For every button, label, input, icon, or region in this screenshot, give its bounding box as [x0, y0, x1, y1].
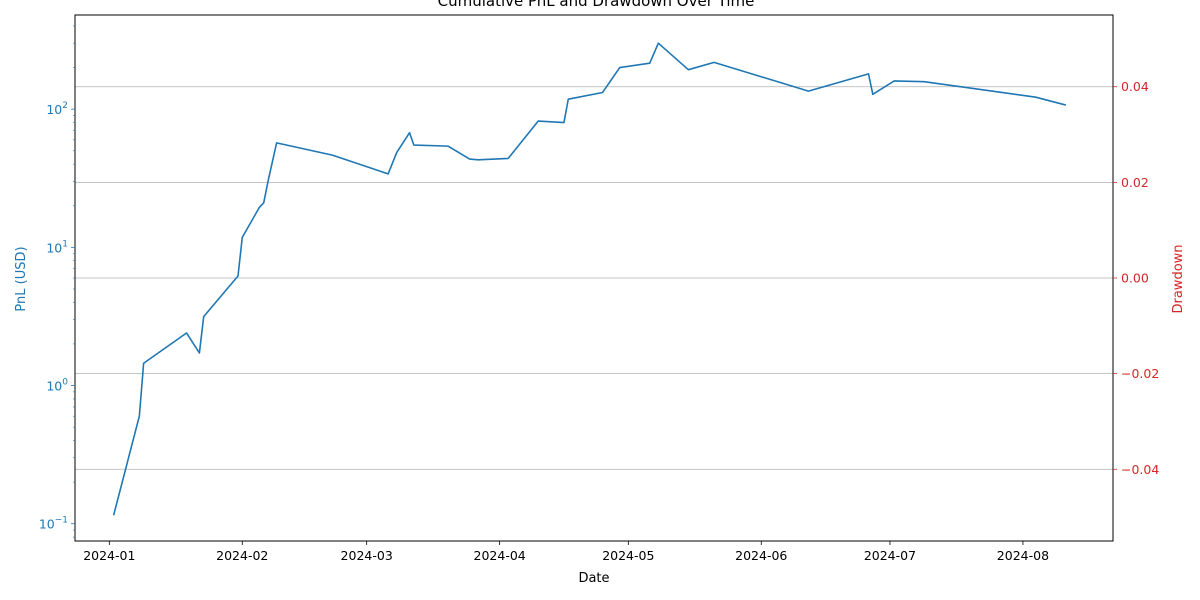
x-tick-label: 2024-06: [735, 548, 787, 563]
left-tick-label: 101: [46, 239, 68, 255]
left-tick-label: 10−1: [39, 516, 68, 532]
x-tick-label: 2024-08: [997, 548, 1049, 563]
right-tick-label: −0.04: [1121, 462, 1159, 477]
chart-title: Cumulative PnL and Drawdown Over Time: [438, 0, 755, 10]
left-axis-ticks: 10−1 100 101 102: [39, 25, 75, 538]
series-layer: [112, 42, 1067, 516]
left-tick-label: 100: [46, 378, 68, 394]
left-axis-label: PnL (USD): [14, 246, 29, 311]
x-tick-label: 2024-04: [474, 548, 526, 563]
x-tick-label: 2024-02: [216, 548, 268, 563]
x-axis-label: Date: [578, 571, 609, 586]
x-tick-label: 2024-01: [83, 548, 135, 563]
right-tick-label: 0.02: [1121, 175, 1149, 190]
grid-layer: [75, 86, 1113, 470]
right-tick-label: −0.02: [1121, 366, 1159, 381]
right-axis-label: Drawdown: [1171, 244, 1186, 313]
pnl-series-line: [112, 42, 1067, 516]
x-tick-label: 2024-05: [602, 548, 654, 563]
x-axis-ticks: 2024-01 2024-02 2024-03 2024-04 2024-05 2024-…: [83, 541, 1049, 563]
x-tick-label: 2024-03: [341, 548, 393, 563]
right-tick-label: 0.04: [1121, 79, 1149, 94]
left-tick-label: 102: [46, 101, 68, 117]
right-tick-label: 0.00: [1121, 271, 1149, 286]
right-axis-ticks: −0.04 −0.02 0.00 0.02 0.04: [1113, 79, 1159, 477]
x-tick-label: 2024-07: [864, 548, 916, 563]
